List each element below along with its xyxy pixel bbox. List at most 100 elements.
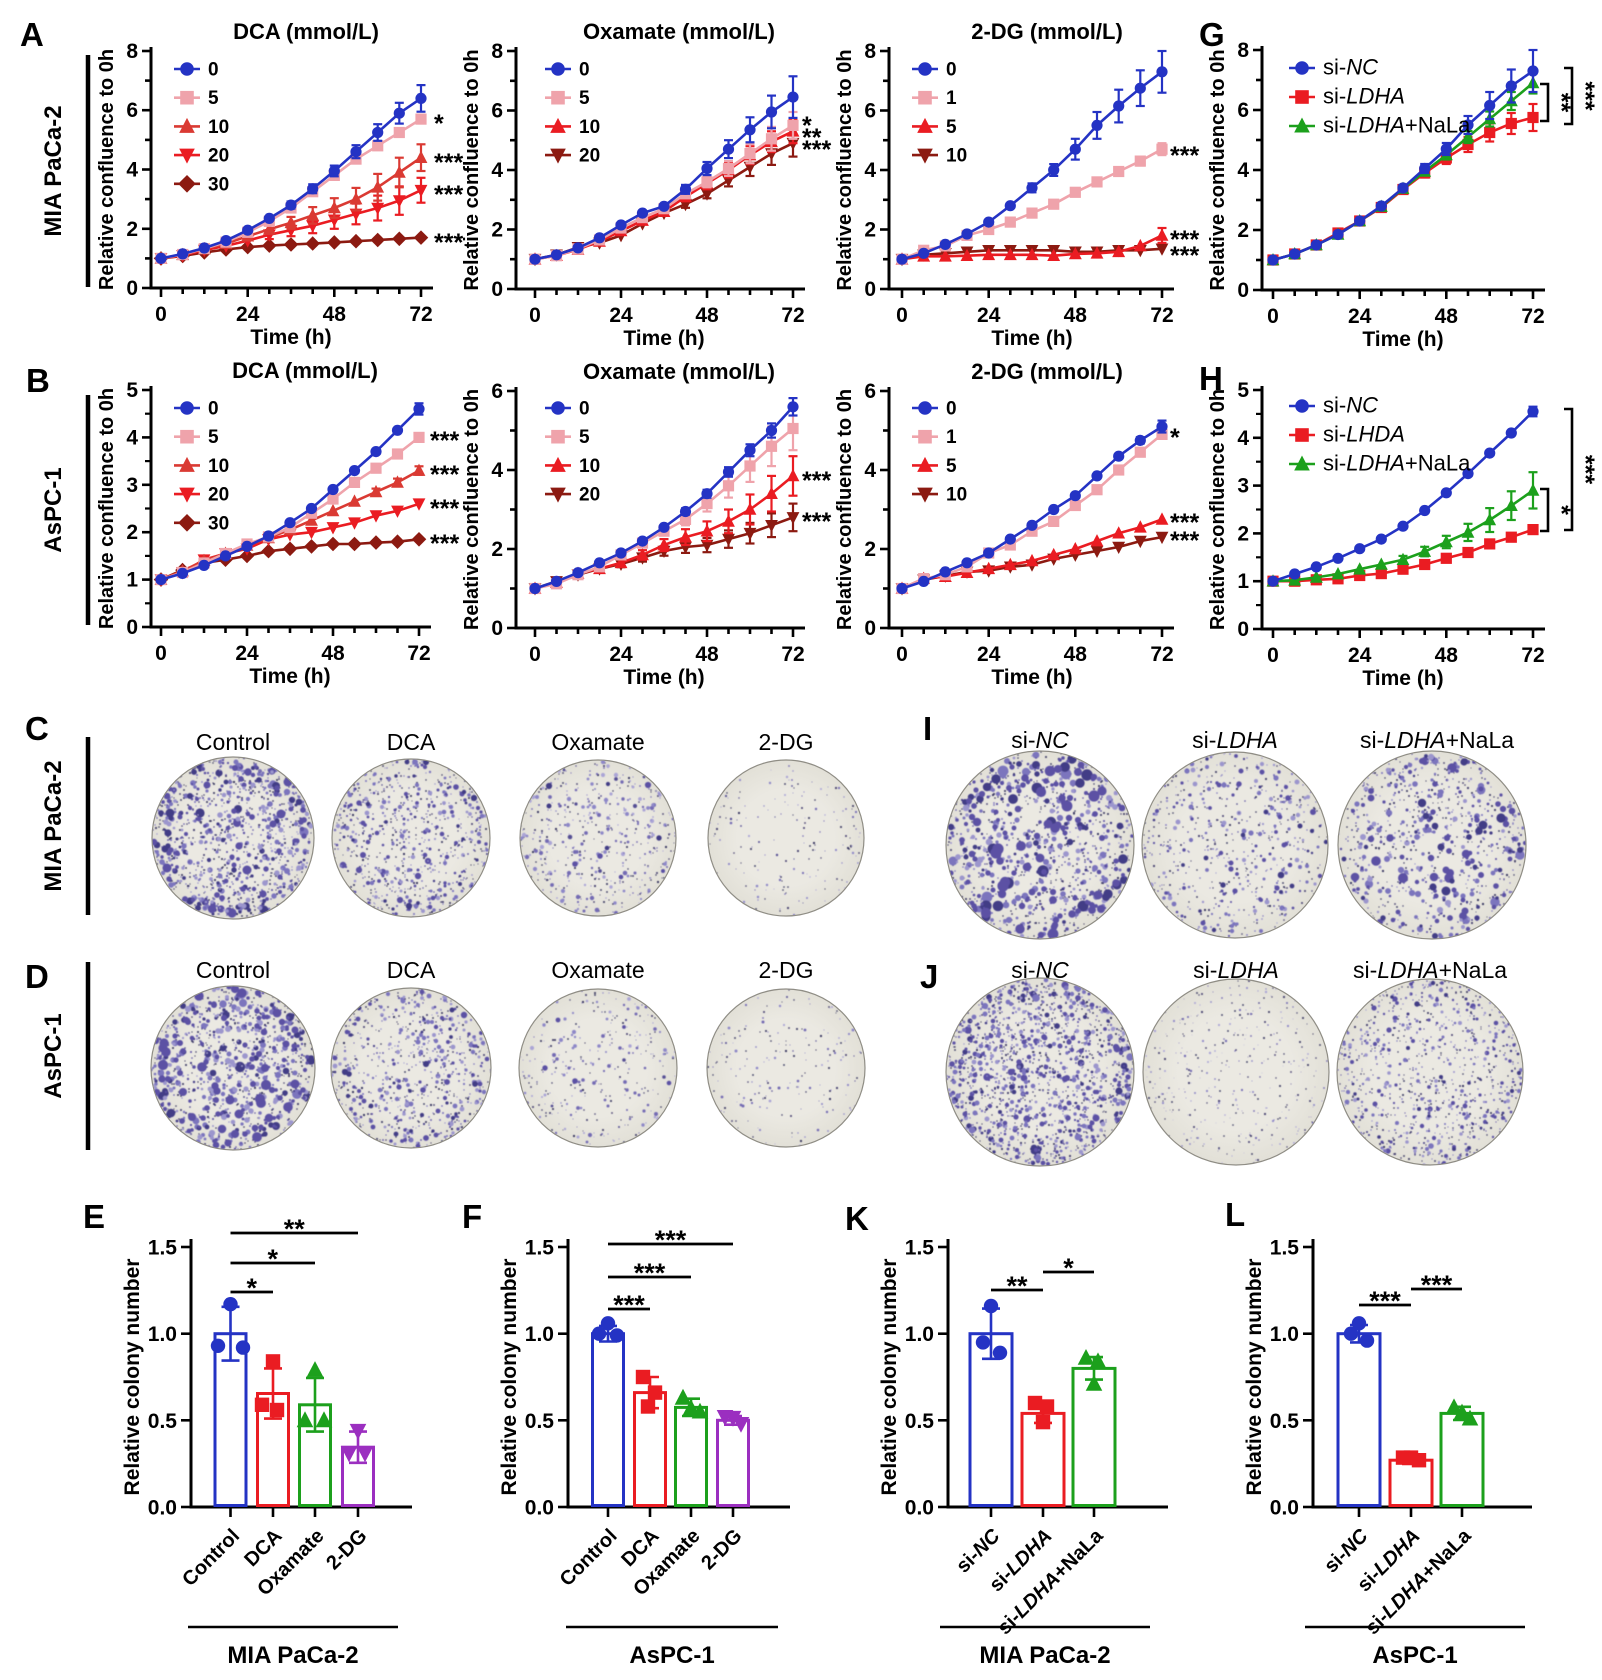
svg-text:24: 24: [977, 304, 1001, 327]
svg-text:24: 24: [1348, 305, 1372, 328]
svg-text:si-LDHA: si-LDHA: [1192, 727, 1278, 753]
svg-text:5: 5: [1237, 379, 1249, 402]
svg-text:8: 8: [491, 40, 503, 63]
svg-text:24: 24: [236, 303, 260, 326]
svg-text:2: 2: [491, 538, 503, 561]
svg-text:0: 0: [491, 278, 503, 301]
svg-text:***: ***: [430, 461, 459, 489]
svg-text:24: 24: [1348, 644, 1372, 667]
svg-text:48: 48: [1064, 643, 1088, 666]
svg-text:24: 24: [609, 304, 633, 327]
svg-text:AsPC-1: AsPC-1: [40, 467, 67, 552]
svg-text:si-NC: si-NC: [1011, 727, 1069, 753]
svg-text:72: 72: [409, 303, 432, 326]
svg-text:1: 1: [946, 88, 957, 109]
svg-text:48: 48: [695, 304, 719, 327]
svg-text:si-NC: si-NC: [1323, 393, 1378, 418]
svg-text:1: 1: [946, 427, 957, 448]
svg-text:**: **: [1547, 93, 1575, 113]
svg-text:72: 72: [1150, 643, 1173, 666]
svg-text:si-LDHA+NaLa: si-LDHA+NaLa: [1323, 113, 1471, 138]
svg-text:30: 30: [208, 513, 229, 534]
svg-text:1: 1: [126, 569, 138, 592]
svg-text:4: 4: [126, 426, 138, 449]
svg-text:6: 6: [491, 100, 503, 123]
svg-text:2-DG (mmol/L): 2-DG (mmol/L): [971, 359, 1123, 384]
svg-text:30: 30: [208, 174, 229, 195]
svg-text:3: 3: [126, 474, 138, 497]
svg-text:0: 0: [126, 277, 138, 300]
svg-text:Time (h): Time (h): [623, 327, 704, 350]
svg-text:6: 6: [864, 100, 876, 123]
svg-text:0: 0: [896, 643, 908, 666]
svg-text:D: D: [25, 958, 49, 995]
svg-text:4: 4: [126, 159, 138, 182]
svg-text:J: J: [920, 958, 938, 995]
svg-text:Time (h): Time (h): [249, 665, 330, 688]
svg-text:0: 0: [864, 278, 876, 301]
svg-text:4: 4: [864, 459, 876, 482]
svg-text:I: I: [923, 710, 932, 747]
svg-text:DCA: DCA: [387, 729, 436, 755]
svg-text:MIA PaCa-2: MIA PaCa-2: [40, 760, 67, 891]
svg-text:Time (h): Time (h): [991, 666, 1072, 689]
svg-text:10: 10: [946, 485, 967, 506]
svg-text:20: 20: [579, 485, 600, 506]
svg-text:***: ***: [1170, 527, 1199, 555]
svg-text:0: 0: [1237, 618, 1249, 641]
svg-text:2: 2: [126, 521, 138, 544]
svg-text:Oxamate: Oxamate: [551, 729, 644, 755]
svg-text:48: 48: [695, 643, 719, 666]
svg-text:A: A: [20, 16, 44, 53]
svg-text:48: 48: [1064, 304, 1088, 327]
svg-text:0: 0: [208, 399, 219, 420]
svg-text:2-DG: 2-DG: [759, 729, 814, 755]
svg-text:Relative confluence to 0h: Relative confluence to 0h: [834, 49, 856, 290]
svg-text:MIA PaCa-2: MIA PaCa-2: [40, 105, 67, 236]
svg-text:0: 0: [491, 617, 503, 640]
svg-text:***: ***: [430, 530, 459, 558]
svg-text:72: 72: [1521, 305, 1544, 328]
svg-text:8: 8: [1237, 39, 1249, 62]
svg-text:***: ***: [1170, 242, 1199, 270]
svg-text:Relative confluence to 0h: Relative confluence to 0h: [96, 49, 118, 290]
svg-text:3: 3: [1237, 475, 1249, 498]
svg-text:4: 4: [1237, 159, 1249, 182]
svg-text:***: ***: [802, 136, 831, 164]
svg-text:Time (h): Time (h): [1362, 328, 1443, 351]
svg-text:***: ***: [802, 467, 831, 495]
svg-text:***: ***: [1170, 509, 1199, 537]
svg-text:*: *: [434, 110, 444, 138]
svg-text:0: 0: [155, 303, 167, 326]
svg-text:5: 5: [208, 427, 219, 448]
svg-text:5: 5: [208, 88, 219, 109]
svg-text:10: 10: [208, 456, 229, 477]
svg-text:6: 6: [126, 99, 138, 122]
svg-text:L: L: [1225, 1196, 1245, 1233]
svg-text:E: E: [83, 1198, 105, 1235]
svg-text:5: 5: [579, 427, 590, 448]
svg-text:Relative confluence to 0h: Relative confluence to 0h: [1207, 49, 1229, 290]
svg-text:20: 20: [208, 485, 229, 506]
svg-text:**: **: [802, 124, 822, 152]
svg-text:K: K: [845, 1200, 869, 1237]
svg-text:0: 0: [155, 642, 167, 665]
svg-text:0: 0: [579, 60, 590, 81]
svg-text:Time (h): Time (h): [250, 326, 331, 349]
svg-text:Relative confluence to 0h: Relative confluence to 0h: [461, 49, 483, 290]
svg-text:48: 48: [1435, 644, 1459, 667]
svg-text:4: 4: [864, 159, 876, 182]
svg-text:0: 0: [208, 60, 219, 81]
svg-text:***: ***: [434, 181, 463, 209]
svg-text:***: ***: [1571, 455, 1599, 484]
svg-text:24: 24: [977, 643, 1001, 666]
svg-text:0: 0: [529, 643, 541, 666]
svg-text:4: 4: [491, 459, 503, 482]
svg-text:2: 2: [1237, 522, 1249, 545]
svg-text:24: 24: [609, 643, 633, 666]
svg-text:***: ***: [434, 149, 463, 177]
svg-text:Relative confluence to 0h: Relative confluence to 0h: [461, 389, 483, 630]
svg-text:5: 5: [579, 88, 590, 109]
svg-text:Relative confluence to 0h: Relative confluence to 0h: [96, 388, 118, 629]
svg-text:Oxamate (mmol/L): Oxamate (mmol/L): [583, 359, 775, 384]
